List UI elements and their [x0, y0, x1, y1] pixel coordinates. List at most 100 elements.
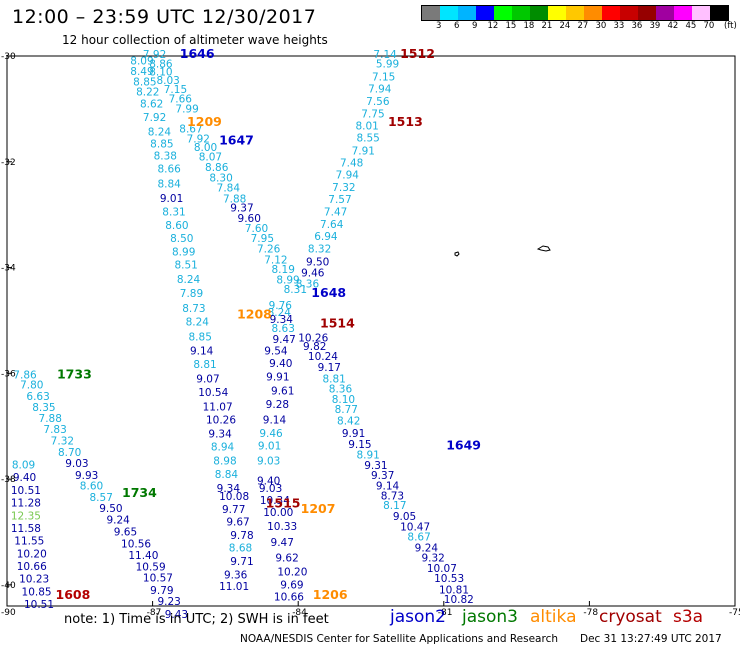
swh-value: 7.57: [328, 194, 351, 206]
colorbar-label: 70: [703, 21, 715, 31]
swh-value: 8.03: [156, 75, 179, 87]
lat-tick-label: -34: [1, 264, 16, 274]
swh-value: 9.77: [222, 504, 245, 516]
swh-value: 9.91: [266, 372, 289, 384]
swh-value: 8.86: [149, 59, 173, 71]
swh-value: 8.85: [189, 332, 212, 344]
swh-value: 9.91: [342, 428, 365, 440]
swh-value: 9.40: [13, 472, 36, 484]
legend-cryosat: cryosat: [599, 607, 662, 627]
swh-value: 10.66: [274, 592, 304, 604]
colorbar-label: 18: [523, 21, 535, 31]
swh-value: 9.32: [421, 553, 444, 565]
swh-value: 9.47: [272, 334, 295, 346]
swh-value: 9.34: [208, 428, 232, 440]
swh-value: 9.03: [259, 483, 282, 495]
swh-value: 10.26: [206, 415, 236, 427]
swh-value: 11.55: [14, 536, 44, 548]
colorbar-swatch: [656, 6, 674, 20]
swh-value: 7.91: [352, 145, 375, 157]
swh-value: 8.24: [177, 274, 201, 286]
colorbar-swatch: [692, 6, 710, 20]
swh-value: 12.35: [11, 510, 41, 522]
swh-value: 9.67: [226, 517, 249, 529]
pass-time-label: 1513: [388, 114, 423, 129]
swh-value: 8.10: [149, 67, 172, 79]
swh-value: 8.81: [193, 359, 216, 371]
swh-value: 7.92: [143, 112, 166, 124]
swh-value: 8.91: [356, 449, 379, 461]
swh-value: 8.30: [209, 172, 232, 184]
swh-value: 8.24: [268, 307, 292, 319]
swh-value: 8.70: [58, 447, 81, 459]
swh-value: 8.84: [157, 179, 181, 191]
swh-points: 7.928.098.868.498.108.038.857.158.227.66…: [11, 49, 474, 621]
swh-value: 8.66: [157, 163, 181, 175]
colorbar-swatch: [584, 6, 602, 20]
swh-value: 9.43: [165, 609, 188, 621]
swh-value: 5.99: [376, 59, 399, 71]
swh-value: 7.95: [251, 233, 274, 245]
colorbar-label: 33: [613, 21, 625, 31]
colorbar-label: 42: [667, 21, 679, 31]
lon-tick-label: -75: [729, 608, 740, 618]
time-labels: 1646 1647 1648 1649 1209 1208 1207 1206 1512 1513…: [56, 46, 481, 602]
swh-value: 8.57: [90, 492, 113, 504]
swh-value: 9.47: [271, 537, 294, 549]
pass-time-label: 1733: [57, 367, 92, 382]
colorbar-swatch: [638, 6, 656, 20]
swh-value: 10.20: [17, 548, 47, 560]
swh-value: 10.26: [298, 333, 328, 345]
islands: [454, 245, 551, 257]
colorbar-label: 30: [595, 21, 607, 31]
swh-value: 7.92: [143, 49, 166, 61]
swh-value: 11.01: [219, 581, 249, 593]
swh-value: 10.57: [143, 573, 173, 585]
lat-tick-label: -30: [1, 52, 16, 62]
swh-value: 9.03: [65, 458, 88, 470]
colorbar-swatch: [710, 6, 728, 20]
colorbar-label: 6: [454, 21, 460, 31]
swh-value: 9.37: [230, 202, 253, 214]
swh-value: 7.66: [169, 94, 193, 106]
swh-value: 8.24: [148, 126, 172, 138]
swh-value: 8.85: [133, 77, 156, 89]
swh-value: 9.05: [393, 511, 416, 523]
swh-value: 9.40: [257, 475, 280, 487]
colorbar-swatch: [674, 6, 692, 20]
swh-value: 8.85: [150, 138, 173, 150]
swh-value: 8.01: [355, 121, 378, 133]
lat-tick-label: -32: [1, 158, 16, 168]
swh-value: 8.36: [329, 383, 353, 395]
swh-value: 11.07: [203, 401, 233, 413]
colorbar-label: 12: [487, 21, 499, 31]
colorbar-label: 21: [541, 21, 553, 31]
swh-value: 7.94: [336, 170, 360, 182]
island-right: [536, 245, 551, 252]
swh-value: 9.01: [258, 440, 281, 452]
lon-tick-label: -90: [1, 608, 16, 618]
swh-value: 8.86: [205, 162, 229, 174]
timestamp-text: Dec 31 13:27:49 UTC 2017: [580, 633, 722, 645]
pass-time-label: 1207: [301, 501, 336, 516]
swh-value: 9.93: [75, 470, 98, 482]
swh-value: 8.63: [272, 323, 295, 335]
pass-time-label: 1734: [122, 485, 157, 500]
swh-value: 7.83: [43, 424, 66, 436]
swh-value: 7.47: [324, 207, 347, 219]
swh-value: 8.32: [308, 244, 331, 256]
swh-value: 8.73: [381, 491, 404, 503]
swh-value: 7.86: [13, 370, 37, 382]
swh-value: 9.54: [264, 345, 288, 357]
swh-value: 8.35: [32, 402, 55, 414]
swh-value: 6.63: [26, 391, 49, 403]
colorbar-swatch: [512, 6, 530, 20]
swh-value: 10.81: [439, 584, 469, 596]
swh-value: 8.68: [229, 543, 252, 555]
swh-value: 8.73: [182, 303, 205, 315]
credit-text: NOAA/NESDIS Center for Satellite Applica…: [240, 633, 558, 645]
swh-value: 8.17: [383, 500, 406, 512]
swh-value: 8.09: [12, 460, 35, 472]
pass-time-label: 1208: [237, 306, 272, 321]
swh-value: 10.23: [19, 574, 49, 586]
